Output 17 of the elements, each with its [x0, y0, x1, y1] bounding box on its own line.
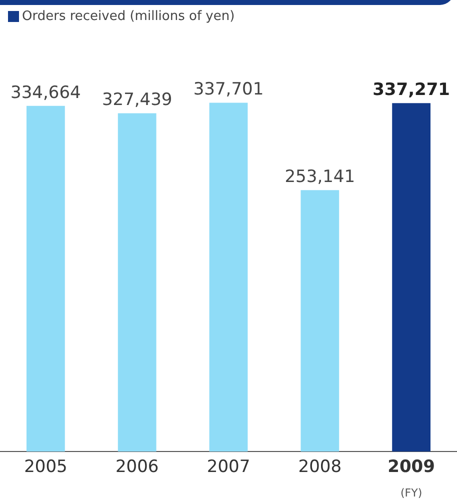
- bar: [118, 113, 156, 452]
- data-label: 253,141: [284, 166, 356, 187]
- data-label: 337,701: [193, 80, 264, 100]
- data-label: 334,664: [10, 82, 81, 103]
- x-tick-label: 2005: [24, 457, 68, 478]
- bar: [26, 106, 65, 452]
- x-tick-label: 2006: [115, 457, 159, 478]
- text: (FY): [400, 486, 422, 500]
- x-tick-label: 2007: [206, 457, 250, 478]
- bar: [300, 190, 340, 452]
- x-tick-label: 2008: [298, 457, 342, 478]
- data-label: 337,271: [372, 80, 450, 100]
- bar: [209, 102, 248, 452]
- x-tick-label: 2009: [388, 457, 435, 478]
- legend-label: Orders received (millions of yen): [22, 9, 235, 24]
- bar: [392, 103, 430, 452]
- data-label: 327,439: [102, 90, 172, 110]
